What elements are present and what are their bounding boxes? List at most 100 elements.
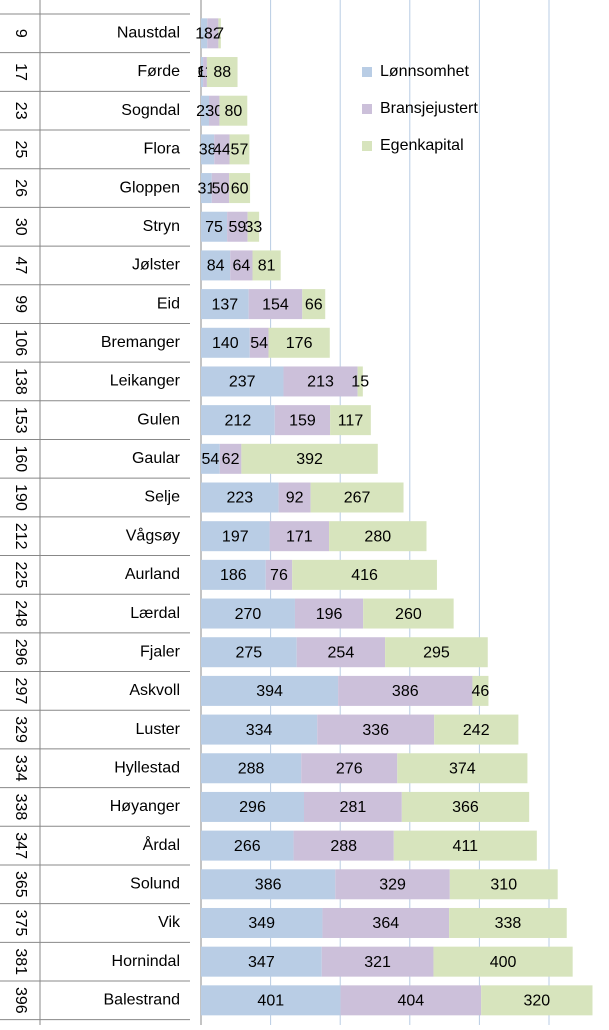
- legend-label: Egenkapital: [380, 137, 464, 154]
- data-label: 266: [234, 838, 261, 855]
- bar-segment: [310, 482, 404, 513]
- bar-segment: [292, 559, 437, 590]
- bar-segment: [201, 907, 323, 938]
- y-tick-label: Luster: [136, 721, 181, 738]
- data-label: 366: [452, 799, 479, 816]
- data-label: 336: [362, 722, 389, 739]
- data-label: 275: [235, 644, 262, 661]
- data-label: 33: [244, 219, 262, 236]
- legend-swatch: [362, 104, 372, 114]
- data-label: 400: [490, 954, 517, 971]
- y-tick-label: Lærdal: [130, 605, 180, 622]
- data-label: 64: [232, 258, 250, 275]
- rank-label: 47: [12, 257, 29, 275]
- bar-segment: [201, 791, 305, 822]
- bar-segment: [433, 946, 573, 977]
- data-label: 6: [198, 64, 207, 81]
- rank-label: 225: [12, 562, 29, 589]
- data-label: 392: [296, 451, 323, 468]
- bar-segment: [283, 366, 358, 397]
- data-label: 321: [364, 954, 391, 971]
- y-tick-label: Fjaler: [140, 643, 181, 660]
- bar-segment: [338, 675, 473, 706]
- rank-label: 297: [12, 678, 29, 705]
- legend-label: Bransjejustert: [380, 100, 478, 117]
- data-label: 334: [246, 722, 273, 739]
- rank-label: 190: [12, 484, 29, 511]
- bar-segment: [278, 482, 311, 513]
- bar-segment: [201, 327, 250, 358]
- data-label: 237: [229, 374, 256, 391]
- bar-segment: [321, 946, 434, 977]
- data-label: 57: [231, 142, 249, 159]
- bar-segment: [340, 985, 482, 1016]
- data-label: 213: [307, 374, 334, 391]
- bar-segment: [201, 18, 208, 49]
- data-label: 320: [523, 993, 550, 1010]
- legend-swatch: [362, 67, 372, 77]
- rank-label: 138: [12, 368, 29, 395]
- rank-label: 25: [12, 140, 29, 158]
- data-label: 295: [423, 644, 450, 661]
- bar-segment: [322, 907, 450, 938]
- bar-segment: [229, 134, 250, 165]
- data-label: 46: [472, 683, 490, 700]
- bar-segment: [218, 18, 221, 49]
- bar-segment: [201, 830, 294, 861]
- bar-segment: [201, 714, 318, 745]
- data-label: 260: [395, 606, 422, 623]
- data-label: 75: [205, 219, 223, 236]
- bar-segment: [268, 327, 330, 358]
- bar-segment: [227, 211, 248, 242]
- data-label: 386: [255, 877, 282, 894]
- bar-segment: [449, 907, 567, 938]
- bar-segment: [201, 405, 275, 436]
- bar-segment: [201, 250, 231, 281]
- data-label: 32: [204, 26, 222, 43]
- bar-segment: [211, 173, 230, 204]
- data-label: 288: [330, 838, 357, 855]
- rank-label: 329: [12, 716, 29, 743]
- rank-label: 153: [12, 407, 29, 434]
- rank-label: 375: [12, 910, 29, 937]
- y-tick-label: Balestrand: [104, 992, 181, 1009]
- y-tick-label: Stryn: [143, 218, 180, 235]
- y-tick-label: Årdal: [143, 835, 180, 854]
- bar-segment: [294, 598, 364, 629]
- bar-segment: [201, 753, 302, 784]
- rank-label: 347: [12, 832, 29, 859]
- bar-segment: [249, 327, 269, 358]
- data-label: 54: [201, 451, 219, 468]
- data-label: 76: [270, 567, 288, 584]
- data-label: 267: [344, 490, 371, 507]
- bar-segment: [385, 637, 488, 668]
- data-label: 50: [212, 180, 230, 197]
- bar-segment: [274, 405, 331, 436]
- bar-segment: [397, 753, 528, 784]
- data-label: 401: [257, 993, 284, 1010]
- data-label: 212: [225, 412, 252, 429]
- bar-segment: [201, 443, 220, 474]
- data-label: 411: [453, 838, 479, 855]
- y-tick-label: Høyanger: [110, 798, 181, 815]
- bar-segment: [219, 443, 242, 474]
- data-label: 338: [495, 915, 522, 932]
- data-label: 296: [239, 799, 266, 816]
- y-tick-label: Flora: [144, 141, 181, 158]
- y-tick-label: Gloppen: [120, 179, 181, 196]
- bar-segment: [265, 559, 293, 590]
- data-label: 30: [205, 103, 223, 120]
- data-label: 88: [213, 64, 231, 81]
- bar-segment: [241, 443, 378, 474]
- y-tick-label: Hornindal: [112, 953, 180, 970]
- bar-segment: [248, 289, 303, 320]
- rank-label: 9: [12, 29, 29, 38]
- data-label: 44: [213, 142, 231, 159]
- bar-segment: [201, 559, 266, 590]
- rank-label: 365: [12, 871, 29, 898]
- rank-label: 160: [12, 445, 29, 472]
- data-label: 270: [235, 606, 262, 623]
- bar-segment: [229, 173, 251, 204]
- rank-label: 296: [12, 639, 29, 666]
